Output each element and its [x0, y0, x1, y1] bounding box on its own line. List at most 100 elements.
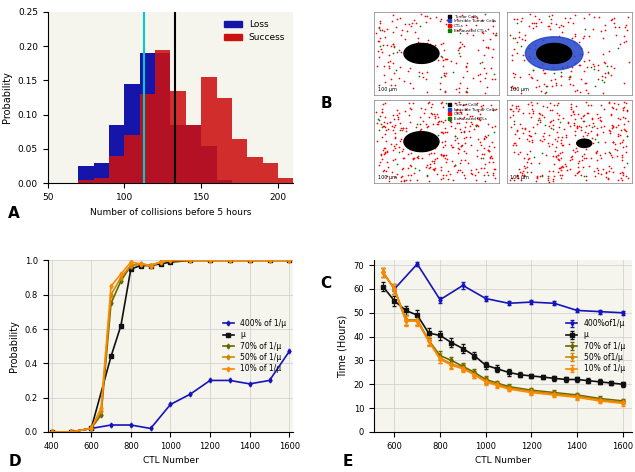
Point: [375, 112, 385, 120]
Point: [430, 164, 440, 171]
Point: [541, 82, 551, 90]
Point: [457, 11, 467, 18]
Point: [377, 151, 387, 158]
Point: [446, 141, 456, 149]
Point: [441, 172, 451, 179]
Point: [476, 154, 486, 162]
Point: [508, 84, 518, 92]
Text: 100 µm: 100 µm: [511, 175, 529, 180]
Point: [388, 146, 398, 154]
Point: [600, 22, 610, 29]
Point: [538, 102, 548, 110]
Point: [574, 38, 584, 46]
Point: [598, 51, 608, 58]
Point: [483, 146, 493, 154]
Point: [551, 82, 561, 89]
Point: [421, 139, 431, 146]
Point: [617, 143, 627, 151]
Point: [571, 145, 581, 152]
Point: [373, 126, 384, 134]
Point: [533, 160, 544, 167]
Point: [406, 162, 417, 170]
μ: [166, 259, 174, 265]
Point: [469, 31, 479, 39]
Point: [425, 163, 435, 170]
Point: [584, 10, 594, 18]
Point: [488, 22, 498, 30]
Point: [551, 143, 561, 151]
Point: [582, 89, 592, 96]
Point: [519, 172, 529, 179]
Point: [425, 160, 435, 168]
Point: [612, 152, 622, 160]
Point: [396, 177, 406, 185]
Point: [423, 99, 433, 107]
Point: [415, 113, 425, 121]
Point: [450, 162, 460, 169]
Bar: [140, 94, 155, 183]
Point: [421, 18, 431, 26]
Point: [593, 75, 603, 83]
Point: [395, 64, 405, 71]
Point: [580, 79, 590, 87]
Point: [376, 46, 386, 53]
70% of 1/μ: [97, 412, 105, 418]
μ: [127, 266, 135, 272]
Point: [572, 147, 582, 154]
Point: [592, 131, 603, 139]
Point: [590, 172, 600, 179]
Point: [461, 22, 471, 29]
Point: [371, 137, 382, 145]
Point: [583, 49, 593, 56]
Point: [610, 24, 620, 31]
Point: [439, 124, 450, 132]
Ellipse shape: [404, 43, 439, 63]
Point: [410, 123, 420, 131]
Point: [590, 135, 600, 143]
Point: [462, 67, 472, 74]
Point: [620, 23, 630, 31]
Point: [576, 126, 586, 134]
Point: [568, 19, 578, 27]
Point: [457, 142, 467, 150]
Ellipse shape: [404, 132, 439, 152]
Point: [371, 108, 382, 116]
Point: [377, 109, 387, 116]
Point: [547, 125, 558, 132]
Point: [425, 15, 436, 22]
Point: [378, 71, 389, 78]
Point: [570, 171, 580, 179]
Point: [545, 107, 555, 114]
Point: [389, 42, 399, 50]
Point: [522, 164, 532, 171]
Point: [437, 99, 447, 106]
Point: [552, 151, 563, 159]
Point: [614, 24, 624, 31]
Point: [422, 39, 432, 47]
Point: [572, 124, 582, 131]
Point: [404, 161, 415, 169]
Point: [592, 130, 603, 137]
Point: [506, 106, 516, 113]
Point: [514, 34, 524, 41]
Point: [409, 49, 419, 57]
Point: [556, 72, 566, 80]
Point: [580, 25, 590, 33]
Point: [397, 26, 407, 34]
Point: [475, 116, 485, 124]
μ: [226, 258, 234, 263]
Point: [619, 79, 629, 86]
Point: [622, 159, 632, 167]
Point: [565, 166, 575, 173]
Point: [377, 155, 387, 162]
Text: E: E: [343, 454, 353, 469]
Point: [586, 101, 596, 109]
Point: [562, 166, 572, 174]
Point: [605, 127, 615, 135]
Point: [480, 160, 490, 168]
Point: [538, 113, 549, 121]
Point: [488, 158, 498, 165]
Bar: [278, 178, 293, 183]
Point: [434, 85, 444, 93]
Point: [533, 117, 544, 124]
